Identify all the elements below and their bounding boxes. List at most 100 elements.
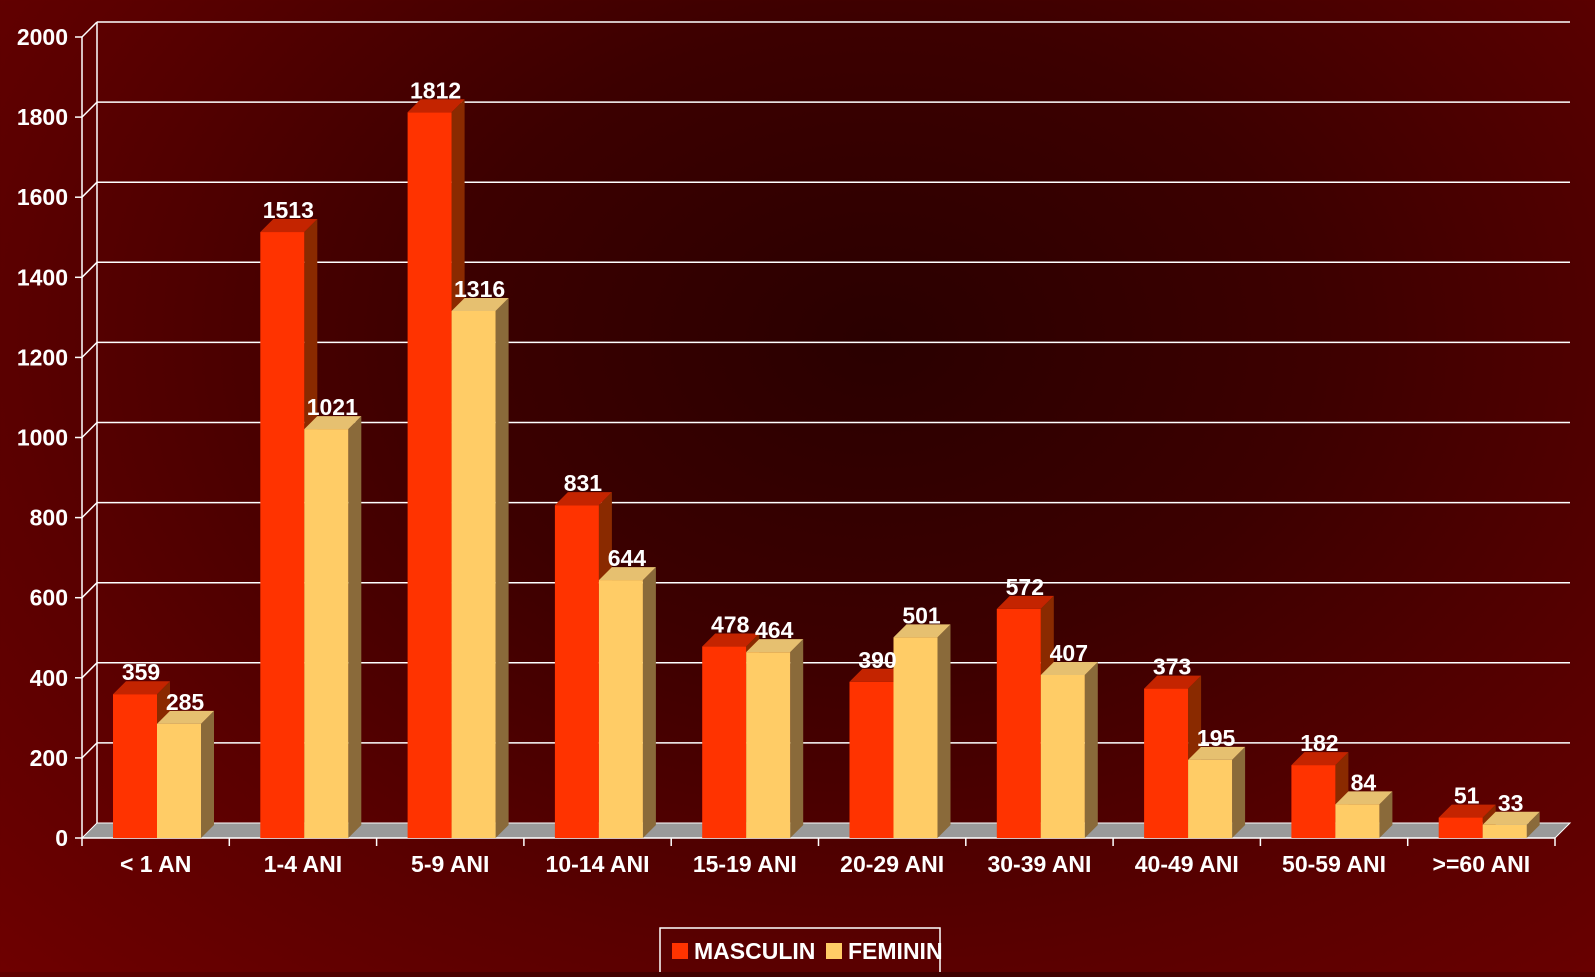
bar-top [554, 492, 612, 506]
x-tick-label: 20-29 ANI [840, 851, 944, 877]
bar-front [1188, 759, 1233, 838]
bar-front [1482, 824, 1527, 838]
bar [157, 710, 214, 838]
data-label: 84 [1351, 769, 1377, 795]
y-tick-label: 1400 [17, 264, 68, 290]
data-label: 373 [1153, 654, 1191, 680]
y-tick-label: 1600 [17, 184, 68, 210]
bar [260, 219, 318, 838]
data-label: 51 [1454, 783, 1480, 809]
legend-label: FEMININ [848, 938, 943, 964]
data-label: 33 [1498, 790, 1524, 816]
y-tick-label: 2000 [17, 24, 68, 50]
bar-top [598, 567, 656, 581]
bar [1335, 791, 1393, 838]
data-label: 390 [858, 647, 896, 673]
bar-top [996, 595, 1054, 609]
bar-front [1291, 765, 1336, 838]
bar-front [893, 637, 938, 838]
gridline-side [81, 101, 98, 118]
bar-top [893, 624, 951, 638]
bar-front [849, 681, 894, 838]
bar [1291, 752, 1349, 838]
y-tick-label: 1000 [17, 425, 68, 451]
data-label: 359 [122, 659, 160, 685]
y-axis: 0 200 400 600 800 1000 1200 1400 1600 1800 2000 [17, 24, 83, 851]
x-tick-label: 5-9 ANI [411, 851, 489, 877]
x-tick-label: 30-39 ANI [987, 851, 1091, 877]
bar-top [451, 297, 509, 311]
bar-side [348, 416, 362, 838]
bar-front [746, 652, 791, 838]
bar [1040, 661, 1098, 838]
bar-front [996, 608, 1041, 838]
bar-top [260, 219, 318, 233]
gridline-side [81, 662, 98, 679]
data-label: 1316 [454, 276, 505, 302]
gridline-side [81, 261, 98, 278]
bar-top [1188, 746, 1246, 760]
data-label: 644 [608, 545, 647, 571]
bar [746, 639, 804, 838]
bar-side [1379, 791, 1393, 838]
y-tick-label: 800 [30, 505, 68, 531]
data-label: 1812 [410, 77, 461, 103]
x-tick-label: 1-4 ANI [264, 851, 342, 877]
bar [598, 567, 656, 838]
bar-side [790, 639, 804, 838]
data-label: 407 [1050, 640, 1088, 666]
bar [304, 416, 362, 838]
legend-swatch [672, 943, 688, 959]
bar-side [1084, 661, 1098, 838]
data-label: 831 [564, 470, 603, 496]
bar-top [702, 633, 760, 647]
gridline-side [81, 21, 98, 38]
legend-swatch [826, 943, 842, 959]
x-tick-label: >=60 ANI [1433, 851, 1531, 877]
x-axis: < 1 AN 1-4 ANI 5-9 ANI 10-14 ANI 15-19 ANI 20… [81, 837, 1556, 877]
gridline-side [81, 421, 98, 439]
bar-front [304, 429, 349, 838]
gridline-side [81, 341, 98, 358]
x-tick-label: < 1 AN [120, 851, 191, 877]
data-label: 182 [1300, 730, 1338, 756]
bar-side [201, 710, 214, 838]
bar [1144, 675, 1202, 838]
bar-front [157, 723, 201, 838]
data-label: 501 [902, 602, 941, 628]
bar-top [746, 639, 804, 653]
bar-front [113, 694, 157, 838]
bar-top [1482, 811, 1540, 825]
data-label: 1021 [307, 394, 358, 420]
bar-top [1040, 661, 1098, 675]
bar-front [1335, 804, 1380, 838]
bar-top [1291, 752, 1349, 766]
bar-top [1438, 804, 1496, 818]
y-tick-label: 1200 [17, 344, 68, 370]
bars [113, 99, 1540, 838]
bar-front [702, 646, 747, 838]
y-tick-label: 1800 [17, 104, 68, 130]
bar-top [407, 99, 465, 113]
bar [1188, 746, 1246, 838]
bar-side [495, 297, 509, 838]
bar-front [407, 112, 452, 838]
bar-front [451, 310, 496, 838]
y-tick-label: 0 [55, 825, 68, 851]
bar-top [157, 710, 214, 724]
legend: MASCULIN FEMININ [659, 927, 943, 977]
gridlines [81, 21, 1570, 759]
data-label: 464 [755, 617, 794, 643]
bar-front [1144, 688, 1189, 838]
x-tick-label: 15-19 ANI [693, 851, 797, 877]
x-tick-label: 10-14 ANI [546, 851, 650, 877]
gridline-side [81, 181, 98, 198]
bar-top [849, 668, 907, 682]
bar-top [1335, 791, 1393, 805]
bar-top [304, 416, 362, 430]
gridline-side [81, 502, 98, 519]
bar-front [598, 580, 643, 838]
gridline-side [81, 742, 98, 759]
